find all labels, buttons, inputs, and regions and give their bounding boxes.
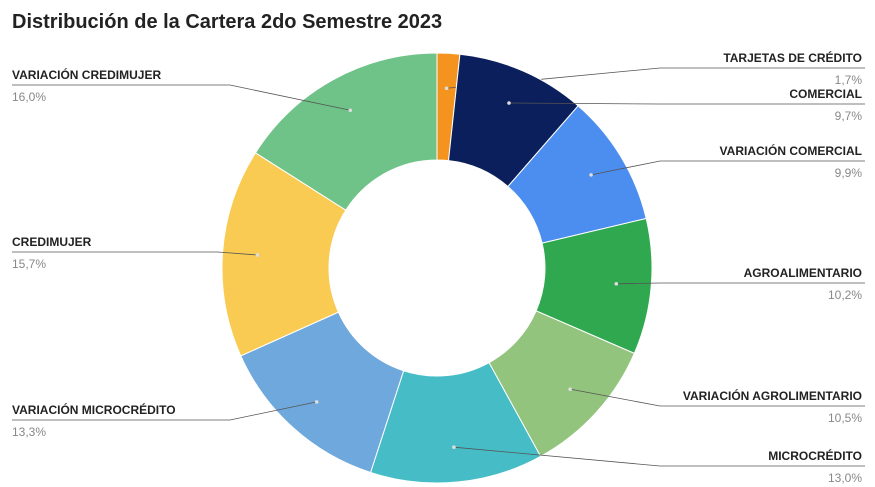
value-label: 1,7% — [835, 73, 863, 87]
leader-line — [590, 160, 865, 176]
leader-line — [509, 102, 865, 105]
leader-dot — [452, 445, 456, 450]
value-label: 9,7% — [835, 109, 863, 123]
leader-dot — [444, 86, 449, 91]
leader-dot — [507, 101, 511, 105]
leader-dot — [255, 253, 260, 257]
leader-dot — [314, 400, 319, 404]
value-label: 10,5% — [828, 411, 862, 425]
leader-dot — [348, 108, 353, 113]
leader-line — [12, 401, 317, 421]
slice-label: CREDIMUJER — [12, 235, 92, 249]
slice-label: COMERCIAL — [789, 87, 862, 101]
slice — [221, 152, 347, 357]
slice-label: VARIACIÓN AGROLIMENTARIO — [683, 388, 862, 403]
value-label: 16,0% — [12, 90, 46, 104]
value-label: 10,2% — [828, 288, 862, 302]
leader-dot — [614, 282, 619, 286]
leader-line — [12, 84, 351, 111]
leader-dot — [589, 173, 593, 177]
leader-line — [570, 388, 865, 407]
slice-label: MICROCRÉDITO — [768, 448, 862, 463]
slice-label: AGROALIMENTARIO — [744, 266, 862, 280]
slice-label: VARIACIÓN CREDIMUJER — [12, 67, 161, 82]
slice-label: VARIACIÓN COMERCIAL — [720, 143, 862, 158]
value-label: 13,0% — [828, 471, 862, 485]
leader-line — [616, 282, 865, 285]
slice-label: TARJETAS DE CRÉDITO — [723, 50, 862, 65]
leader-dot — [568, 387, 572, 391]
leader-line — [453, 446, 865, 467]
slice — [254, 52, 438, 211]
leader-line — [12, 251, 258, 256]
chart-title: Distribución de la Cartera 2do Semestre … — [12, 11, 442, 33]
slice-label: VARIACIÓN MICROCRÉDITO — [12, 402, 176, 417]
value-label: 15,7% — [12, 257, 46, 271]
value-label: 9,9% — [835, 166, 863, 180]
value-label: 13,3% — [12, 425, 46, 439]
